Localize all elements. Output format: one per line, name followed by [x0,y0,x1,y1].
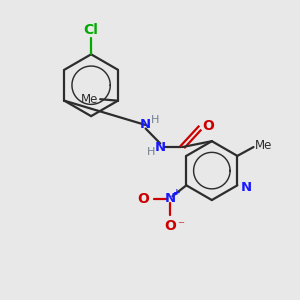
Text: +: + [173,188,180,197]
Text: N: N [140,118,151,131]
Text: Me: Me [81,93,99,106]
Text: O: O [164,219,176,233]
Text: Cl: Cl [84,23,98,37]
Text: H: H [151,115,159,125]
Text: N: N [165,192,176,205]
Text: H: H [147,147,156,158]
Text: O: O [138,192,149,206]
Text: O: O [202,119,214,134]
Text: ⁻: ⁻ [178,219,184,232]
Text: Me: Me [255,139,272,152]
Text: N: N [155,141,166,154]
Text: N: N [241,181,252,194]
